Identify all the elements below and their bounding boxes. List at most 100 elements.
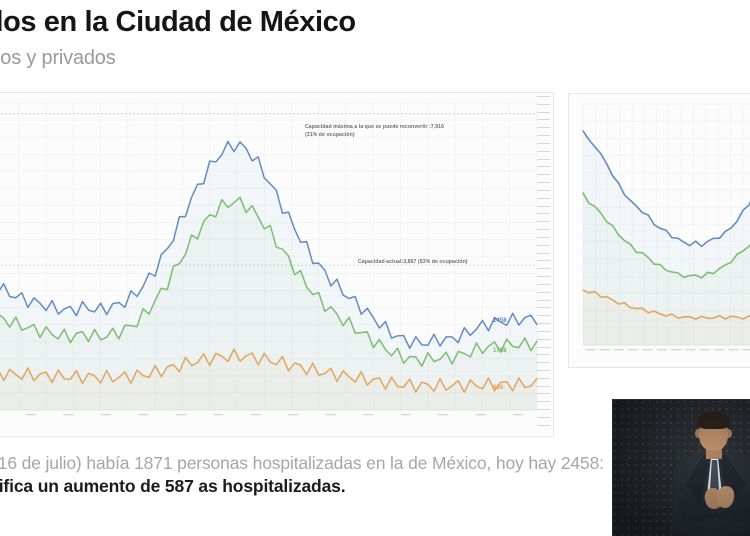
x-axis-tick-label (685, 349, 696, 351)
axis-tick (537, 377, 550, 379)
speaker-video-inset[interactable] (612, 399, 750, 536)
series-end-label-intubated: 686 (493, 385, 504, 391)
axis-tick (537, 330, 550, 332)
axis-tick (537, 205, 550, 207)
axis-tick (537, 142, 550, 144)
axis-tick (537, 236, 550, 238)
axis-tick (537, 135, 550, 137)
caption-bold-1: lo que significa un aumento de 587 (0, 475, 194, 496)
axis-tick (537, 244, 550, 246)
axis-tick (537, 158, 550, 160)
video-vignette (613, 400, 750, 536)
x-axis-tick-label (599, 349, 610, 351)
x-axis-tick-label (438, 414, 449, 416)
chart-gridlines (582, 103, 750, 346)
axis-tick (537, 127, 550, 129)
x-axis-tick-label (138, 414, 149, 416)
axis-tick (537, 197, 550, 199)
series-area-1 (0, 197, 537, 410)
inset-chart-panel (568, 93, 750, 368)
caption-bold-2: as hospitalizadas. (198, 475, 346, 496)
max-capacity-line-1: Capacidad máxima a la que se puede recon… (305, 124, 445, 130)
x-axis-tick-label (628, 349, 639, 351)
max-capacity-line-2: (31% de ocupación) (305, 131, 355, 138)
axis-tick (537, 369, 550, 371)
axis-tick (537, 409, 550, 411)
speaker-right-ear (726, 429, 732, 438)
page-subtitle: ales públicos y privados (0, 47, 116, 69)
axis-tick (537, 416, 550, 418)
axis-tick (537, 424, 550, 426)
series-area-2 (0, 349, 537, 410)
page-title: italizados en la Ciudad de México (0, 6, 356, 38)
x-axis-tick-label (400, 414, 411, 416)
axis-tick (537, 189, 550, 191)
x-axis-tick-label (288, 414, 299, 416)
axis-tick (537, 291, 550, 293)
axis-tick (537, 401, 550, 403)
axis-tick (537, 307, 550, 309)
x-axis-tick-label (363, 414, 374, 416)
main-chart-panel (0, 92, 554, 437)
axis-tick (537, 354, 550, 356)
axis-tick (537, 362, 550, 364)
axis-tick (537, 174, 550, 176)
max-capacity-annotation: Capacidad máxima a la que se puede recon… (305, 124, 444, 139)
series-line-1 (582, 192, 750, 279)
caption-muted-2: de México, hoy hay 2458: (408, 453, 604, 473)
axis-tick (537, 221, 550, 223)
series-area-0 (583, 130, 750, 345)
inset-line-chart (582, 103, 750, 351)
axis-tick (537, 385, 550, 387)
x-axis-tick-label (671, 349, 682, 351)
caption-muted-1: es pasado (16 de julio) había 1871 perso… (0, 453, 404, 473)
series-area-0 (0, 141, 537, 410)
axis-tick (537, 346, 550, 348)
axis-tick (537, 103, 550, 105)
x-axis-tick-label (642, 349, 653, 351)
axis-tick (537, 252, 550, 254)
right-axis-tick-strip (537, 96, 553, 426)
axis-tick (537, 111, 550, 113)
axis-tick (537, 96, 550, 97)
axis-tick (537, 119, 550, 121)
slide-header: italizados en la Ciudad de México ales p… (0, 0, 750, 86)
series-line-2 (582, 289, 750, 320)
axis-tick (537, 260, 550, 262)
main-line-chart (0, 102, 538, 416)
axis-tick (537, 182, 550, 184)
x-axis-tick-label (656, 349, 667, 351)
axis-tick (537, 229, 550, 231)
series-area-1 (583, 192, 750, 345)
x-axis-tick-label (585, 349, 596, 351)
series-line-0 (0, 140, 538, 350)
axis-tick (537, 299, 550, 301)
axis-tick (537, 338, 550, 340)
x-axis-tick-label (475, 414, 486, 416)
axis-tick (537, 213, 550, 215)
series-line-2 (0, 348, 538, 394)
x-axis-tick-label (63, 414, 74, 416)
x-axis-tick-label (325, 414, 336, 416)
speaker-left-ear (695, 429, 701, 438)
axis-tick (537, 315, 550, 317)
speaker-hair (697, 412, 730, 429)
slide-caption: es pasado (16 de julio) había 1871 perso… (0, 452, 608, 498)
current-capacity-annotation: Capacidad actual:3,867 (63% de ocupación… (358, 259, 468, 265)
series-end-label-stable: 1758 (493, 348, 507, 354)
axis-tick (537, 268, 550, 270)
axis-tick (537, 150, 550, 152)
axis-tick (537, 393, 550, 395)
axis-tick (537, 323, 550, 325)
speaker-tie (710, 460, 719, 490)
axis-tick (537, 276, 550, 278)
x-axis-tick-label (100, 414, 111, 416)
x-axis-tick-label (613, 349, 624, 351)
x-axis-tick-label (728, 349, 739, 351)
x-axis-tick-label (25, 414, 36, 416)
axis-tick (537, 283, 550, 285)
x-axis-tick-label (742, 349, 750, 351)
series-end-label-total: 2458 (493, 318, 507, 324)
x-axis-tick-label (250, 414, 261, 416)
